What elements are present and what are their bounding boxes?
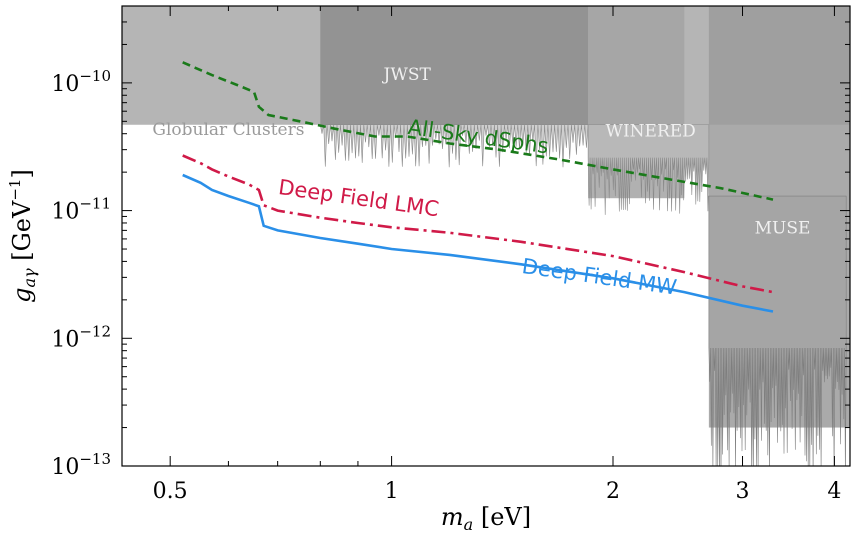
x-axis-label: ma [eV] [441,503,531,533]
y-tick-label: 10−12 [51,322,111,352]
region-label-winered: WINERED [605,122,695,142]
x-tick-label: 4 [827,479,841,504]
region-jwst [320,6,589,125]
series-line-deep-field-mw [182,173,774,313]
axis-ticks [122,5,850,467]
region-labels: Globular Clusters JWST WINERED MUSE [152,65,810,238]
muse-limit-curve [708,195,847,466]
jwst-limit-curve [319,124,589,168]
x-tick-label: 3 [736,479,750,504]
series-line-all-sky-dsphs [182,61,774,201]
x-tick-label: 0.5 [153,479,188,504]
region-label-globular-clusters: Globular Clusters [152,120,304,140]
y-tick-label: 10−10 [51,67,111,97]
region-label-jwst: JWST [382,65,432,85]
series-label-deep-field-mw: Deep Field MW [520,254,678,300]
y-tick-label: 10−11 [51,195,111,225]
series-lines [182,61,774,313]
y-axis-label: gaγ [GeV−1] [6,169,39,303]
x-tick-label: 2 [606,479,620,504]
y-tick-label: 10−13 [51,450,111,480]
region-label-muse: MUSE [755,219,811,239]
x-tick-label: 1 [385,479,399,504]
plot-frame [121,5,851,467]
tick-labels: 0.5 1 2 3 4 10−13 10−12 10−11 10−10 [51,67,841,504]
